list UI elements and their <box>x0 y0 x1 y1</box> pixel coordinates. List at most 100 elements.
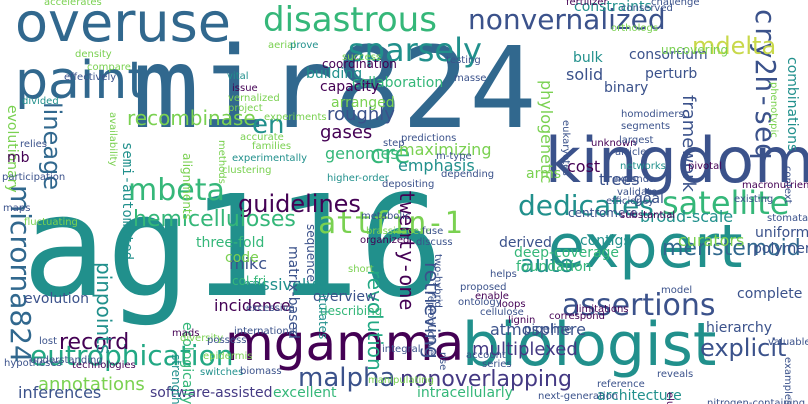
word-atmosphere: atmosphere <box>490 320 586 339</box>
word-eutrophication: eutrophication <box>30 339 234 372</box>
word-malpha: malpha <box>298 363 396 393</box>
word-capacity: capacity <box>320 79 380 95</box>
word-broadscale: broad-scale <box>640 207 734 226</box>
word-integral: integral <box>382 344 421 355</box>
word-record: record <box>59 330 130 355</box>
word-bulk: bulk <box>573 50 603 66</box>
word-mads: mads <box>172 328 200 339</box>
word-aerial: aerial <box>268 40 297 51</box>
word-constraints: constraints <box>574 0 652 15</box>
word-alignments: alignments <box>180 153 194 220</box>
word-correspond: correspond <box>549 311 605 322</box>
word-colfri: col-fri <box>232 274 267 288</box>
word-sequence: sequence <box>304 224 318 282</box>
word-effectively: effectively <box>64 72 117 83</box>
word-deepcoverage: deep-coverage <box>514 245 620 261</box>
word-roughly: roughly <box>327 104 395 125</box>
word-satellite: satellite <box>662 184 790 222</box>
word-predictions: predictions <box>401 133 457 144</box>
word-reproductive: reproductive <box>425 292 436 356</box>
word-homodimers: homodimers <box>621 109 684 120</box>
word-methods: methods <box>216 140 227 184</box>
word-vernalized: vernalized <box>228 93 280 104</box>
word-sparsely: sparsely <box>348 31 482 69</box>
word-paint: paint <box>15 51 148 111</box>
word-inferences: inferences <box>18 383 102 402</box>
word-reveals: reveals <box>657 369 694 380</box>
word-mtype: m-type <box>436 151 472 162</box>
word-experimentally: experimentally <box>232 153 308 164</box>
word-substantial: substantial <box>620 210 676 221</box>
word-orthologs: orthologs <box>611 23 659 34</box>
word-possess: possess <box>207 335 247 346</box>
word-solid: solid <box>566 65 604 84</box>
word-architecture: architecture <box>597 388 682 404</box>
word-validate: validate <box>617 187 658 198</box>
word-relies: relies <box>20 139 47 150</box>
word-pinpoints: pinpoints <box>92 262 116 355</box>
word-curators: curators <box>678 231 745 250</box>
word-assertions: assertions <box>562 288 716 323</box>
word-brassicaceae: brassicaceae <box>366 226 432 237</box>
word-ag116: ag116 <box>22 166 444 329</box>
word-understanding: understanding <box>30 355 103 366</box>
word-multiplexed: multiplexed <box>472 339 578 360</box>
word-code: code <box>225 250 259 266</box>
word-excellent: excellent <box>273 385 337 401</box>
word-meristemoid: meristemoid <box>662 236 801 261</box>
word-stomata: stomata <box>767 213 808 224</box>
word-pipeline: pipeline <box>524 322 572 336</box>
word-trees: trees <box>599 170 640 189</box>
word-recombinase: recombinase <box>127 106 256 130</box>
word-higherorder: higher-order <box>327 173 389 184</box>
word-proposed: proposed <box>460 282 507 293</box>
word-threefold: three-fold <box>196 235 265 251</box>
word-mdelta: mdelta <box>692 32 777 60</box>
word-mikc: mikc <box>229 254 268 273</box>
word-arms: arms <box>526 166 562 182</box>
word-coordination: coordination <box>322 57 397 71</box>
word-macronutrient: macronutrient <box>742 180 808 191</box>
word-pivotal: pivotal <box>688 161 722 172</box>
word-cost: cost <box>567 157 601 176</box>
word-lignin: lignin <box>508 315 536 326</box>
word-overuse: overuse <box>15 0 231 54</box>
word-massively: massively <box>236 275 316 294</box>
word-international: international <box>234 326 298 337</box>
word-accelerates: accelerates <box>44 0 102 8</box>
word-explicit: explicit <box>700 334 787 362</box>
word-hypotheses: hypotheses <box>4 358 62 369</box>
word-largest: largest <box>619 135 654 146</box>
word-families: families <box>252 141 292 152</box>
word-ontology: ontology <box>458 297 502 308</box>
word-discuss: discuss <box>416 237 453 248</box>
word-overview: overview <box>313 289 377 305</box>
word-describing: describing <box>320 304 383 318</box>
word-twentyone: twenty-one <box>395 190 419 311</box>
word-metabolic: metabolic <box>361 211 411 222</box>
word-foundation: foundation <box>516 259 592 275</box>
word-polymer: polymer <box>753 241 808 257</box>
word-cre: cre <box>370 140 411 170</box>
word-vital: vital <box>227 71 249 82</box>
word-matrixbased: matrix-based <box>285 246 301 339</box>
word-attfin1: attfin-1 <box>318 206 463 241</box>
word-revolution: revolution <box>363 270 387 371</box>
word-masse: masse <box>454 73 487 84</box>
word-examples: examples <box>782 357 793 404</box>
word-accurate: accurate <box>240 132 284 143</box>
word-dedicates: dedicates <box>518 189 654 222</box>
word-nextgeneration: next-generation <box>538 391 619 402</box>
word-lost: lost <box>39 336 58 347</box>
word-uniform: uniform <box>755 225 808 241</box>
word-cellulose: cellulose <box>480 307 524 318</box>
word-complete: complete <box>737 286 803 302</box>
word-manipulating: manipulating <box>368 375 434 386</box>
word-account: account <box>466 350 506 361</box>
word-compare: compare <box>87 62 131 73</box>
word-incidence: incidence <box>214 296 291 315</box>
word-participation: participation <box>2 172 66 183</box>
word-helps: helps <box>490 269 517 280</box>
word-biomass: biomass <box>240 366 282 377</box>
